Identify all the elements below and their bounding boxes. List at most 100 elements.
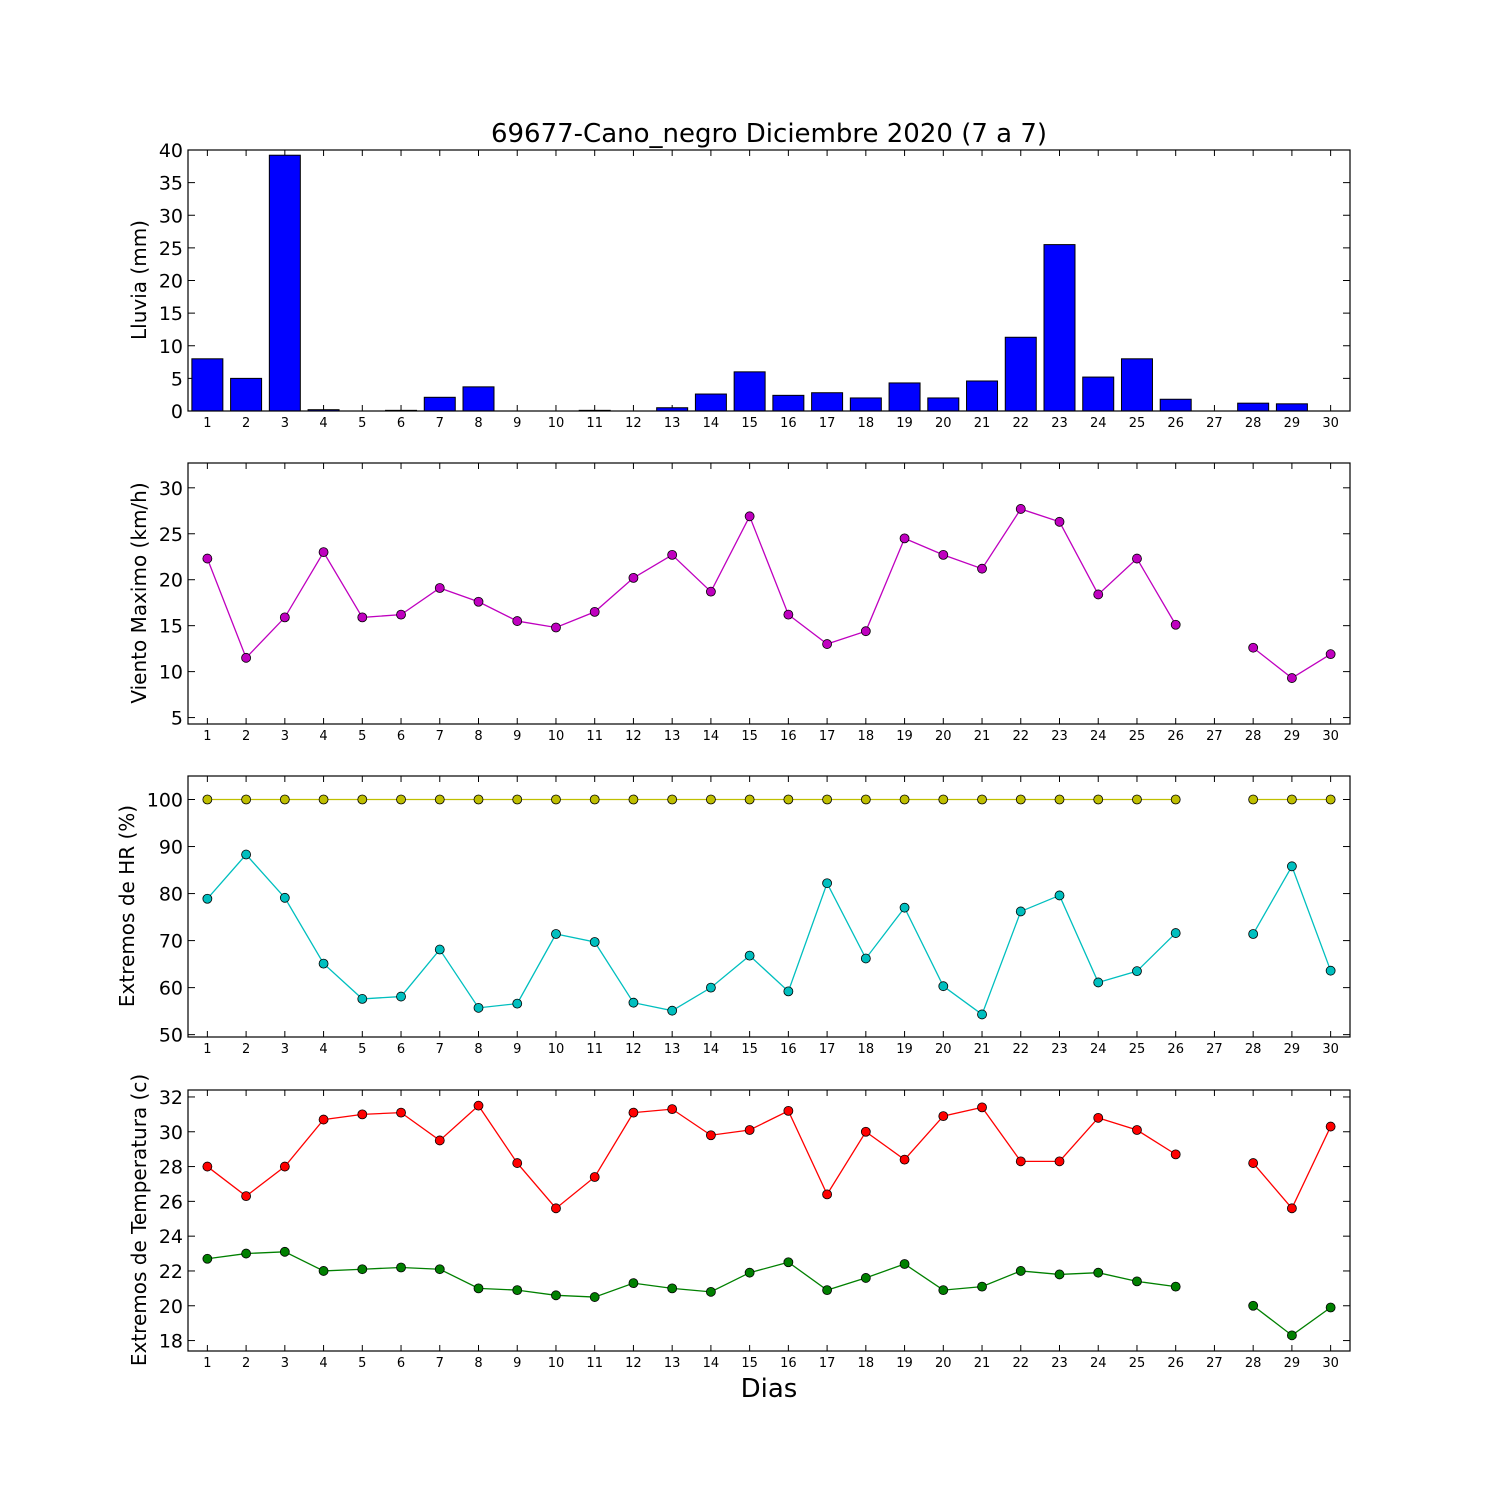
rain-bar [966, 380, 999, 412]
humidity-series-1-point [396, 991, 406, 1002]
humidity-xtick-label: 18 [858, 1042, 875, 1057]
temperature-series-1-point [938, 1285, 949, 1295]
rain-ytick-label: 30 [159, 205, 183, 227]
humidity-series-0-point [551, 794, 561, 805]
wind-xtick-label: 26 [1167, 729, 1184, 744]
humidity-series-1-point [822, 878, 832, 889]
temperature-series-0-point [822, 1189, 832, 1200]
humidity-series-1-point [241, 849, 252, 860]
humidity-series-0-point [1132, 794, 1142, 805]
wind-series-0-point [279, 612, 290, 623]
humidity-series-1-point [977, 1009, 987, 1020]
humidity-xtick-label: 1 [203, 1042, 211, 1057]
temperature-series-0-point [783, 1105, 794, 1116]
rain-xtick-label: 12 [625, 416, 642, 431]
temperature-series-0-point [667, 1104, 678, 1115]
temperature-series-1-point [434, 1264, 445, 1275]
rain-bar [462, 386, 495, 412]
wind-series-0-point [241, 652, 252, 663]
humidity-series-1-point [1248, 929, 1259, 939]
temperature-xtick-label: 22 [1012, 1356, 1029, 1371]
wind-series-0-point [1132, 553, 1142, 564]
rain-xtick-label: 9 [513, 416, 521, 431]
temperature-series-0-point [589, 1172, 600, 1182]
wind-xtick-label: 27 [1206, 729, 1223, 744]
temperature-xtick-label: 23 [1051, 1356, 1068, 1371]
wind-ytick-label: 10 [159, 662, 183, 684]
wind-xtick-label: 24 [1090, 729, 1107, 744]
temperature-xtick-label: 3 [281, 1356, 289, 1371]
rain-xtick-label: 19 [896, 416, 913, 431]
humidity-series-0-point [357, 794, 368, 805]
temperature-series-1-point [706, 1286, 716, 1297]
temperature-series-0-point [202, 1161, 213, 1172]
rain-xtick-label: 17 [819, 416, 836, 431]
rain-bar [1275, 403, 1308, 412]
wind-xtick-label: 21 [974, 729, 991, 744]
humidity-xtick-label: 15 [741, 1042, 758, 1057]
wind-series-0-point [589, 606, 600, 617]
humidity-xtick-label: 16 [780, 1042, 797, 1057]
humidity-series-1-point [202, 893, 213, 904]
temperature-plot-frame [187, 1089, 1351, 1352]
temperature-xtick-label: 2 [242, 1356, 250, 1371]
temperature-series-1-point [473, 1283, 484, 1294]
humidity-plot-frame [187, 775, 1351, 1038]
temperature-xtick-label: 18 [858, 1356, 875, 1371]
temperature-series-0-point [1325, 1121, 1336, 1132]
humidity-ytick-label: 80 [159, 884, 183, 906]
temperature-xtick-label: 15 [741, 1356, 758, 1371]
wind-ytick-label: 30 [159, 478, 183, 500]
temperature-xtick-label: 10 [548, 1356, 565, 1371]
humidity-xtick-label: 23 [1051, 1042, 1068, 1057]
humidity-series-0-point [1015, 794, 1026, 805]
temperature-xtick-label: 27 [1206, 1356, 1223, 1371]
humidity-series-0-point [938, 794, 949, 805]
wind-series-0-point [1093, 589, 1104, 600]
temperature-series-0-point [706, 1130, 716, 1141]
temperature-xtick-label: 9 [513, 1356, 521, 1371]
temperature-series-1-point [279, 1246, 290, 1257]
wind-ytick-label: 15 [159, 616, 183, 638]
wind-xtick-label: 16 [780, 729, 797, 744]
humidity-series-0-point [1093, 794, 1104, 805]
temperature-xtick-label: 12 [625, 1356, 642, 1371]
wind-xtick-label: 6 [397, 729, 405, 744]
temperature-ytick-label: 18 [159, 1331, 183, 1353]
humidity-series-0-point [977, 794, 987, 805]
wind-series-0-point [1287, 673, 1297, 683]
rain-ytick-label: 25 [159, 238, 183, 260]
rain-xtick-label: 23 [1051, 416, 1068, 431]
temperature-ytick-label: 20 [159, 1296, 183, 1318]
rain-xtick-label: 16 [780, 416, 797, 431]
rain-xtick-label: 24 [1090, 416, 1107, 431]
rain-xtick-label: 10 [548, 416, 565, 431]
humidity-series-1-point [512, 998, 523, 1009]
rain-xtick-label: 3 [281, 416, 289, 431]
humidity-series-0-point [279, 794, 290, 805]
panel-temperature: Extremos de Temperatura (c) 182022242628… [127, 1074, 1351, 1371]
temperature-xtick-label: 6 [397, 1356, 405, 1371]
temperature-series-1-point [512, 1285, 523, 1295]
temperature-series-0-point [1287, 1203, 1297, 1214]
wind-xtick-label: 7 [436, 729, 444, 744]
humidity-xtick-label: 2 [242, 1042, 250, 1057]
temperature-series-1-point [783, 1257, 794, 1268]
temperature-series-0-point [899, 1154, 910, 1165]
rain-bar [230, 377, 263, 412]
temperature-series-1-point [551, 1290, 561, 1301]
temperature-ytick-label: 28 [159, 1157, 183, 1179]
temperature-xtick-label: 14 [703, 1356, 720, 1371]
rain-xtick-label: 8 [474, 416, 482, 431]
humidity-xtick-label: 21 [974, 1042, 991, 1057]
rain-bar [694, 393, 727, 412]
temperature-series-0-point [938, 1111, 949, 1121]
temperature-ytick-label: 32 [159, 1087, 183, 1109]
temperature-series-1-point [1248, 1300, 1259, 1311]
rain-xtick-label: 1 [203, 416, 211, 431]
temperature-series-1-point [241, 1248, 252, 1259]
